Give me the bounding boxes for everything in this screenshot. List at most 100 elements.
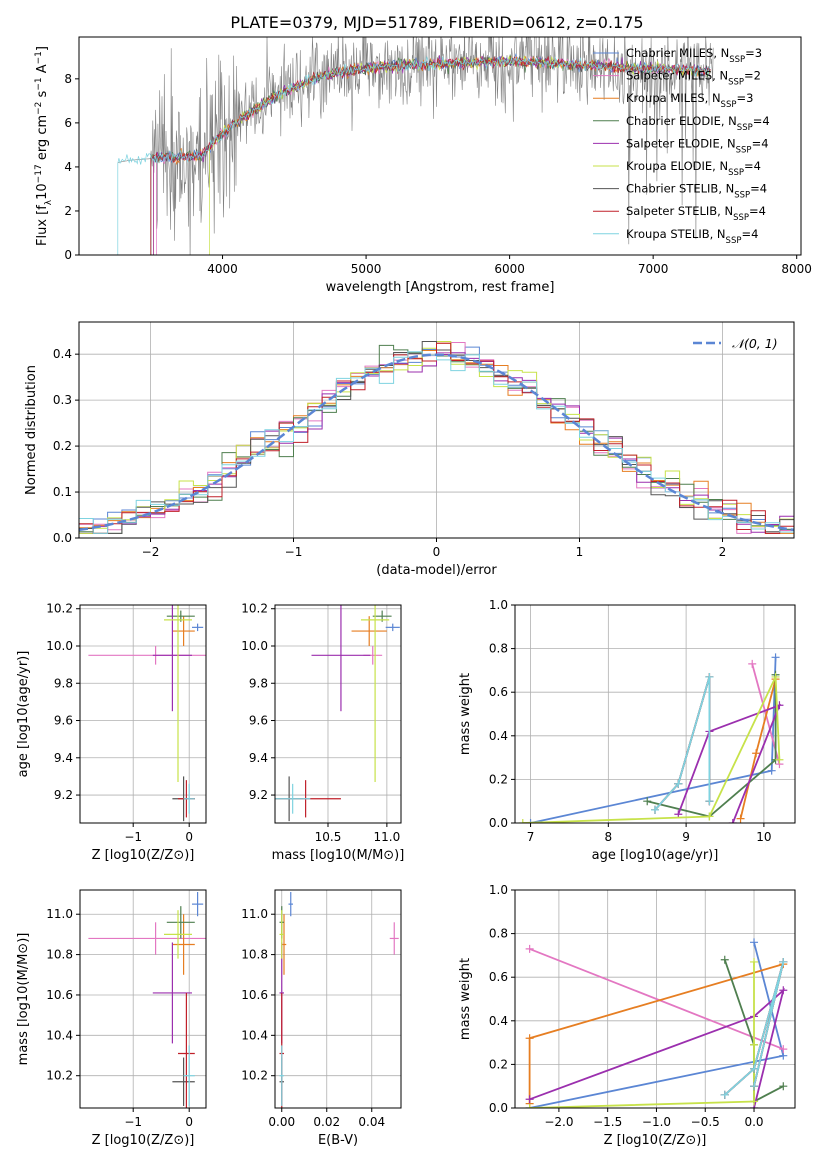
spectrum-legend-entry: Salpeter MILES, NSSP=2 bbox=[626, 69, 761, 88]
weight-vs-age-marker bbox=[518, 819, 527, 823]
mass-vs-Z-xtick-label: 0 bbox=[185, 1115, 193, 1129]
weight-vs-Z-ylabel: mass weight bbox=[458, 958, 473, 1040]
age-vs-mass-frame bbox=[274, 604, 402, 824]
weight-vs-age-ytick-label: 0.8 bbox=[489, 642, 508, 656]
weight-vs-age-marker bbox=[728, 819, 737, 823]
mass-vs-EBV-xlabel: E(B-V) bbox=[318, 1133, 358, 1148]
age-vs-Z-xlabel: Z [log10(Z/Z⊙)] bbox=[92, 848, 195, 863]
mass-vs-Z-xtick-label: −1 bbox=[124, 1115, 142, 1129]
weight-vs-Z-marker bbox=[525, 1095, 534, 1104]
weight-vs-Z-xtick-label: −1.5 bbox=[593, 1115, 622, 1129]
spectrum-frame bbox=[78, 36, 802, 256]
weight-vs-age-ytick-label: 0.2 bbox=[489, 772, 508, 786]
residual-legend-label: 𝒩(0, 1) bbox=[732, 336, 778, 351]
weight-vs-age-marker bbox=[705, 812, 714, 821]
age-vs-Z-ytick-label: 9.6 bbox=[54, 714, 73, 728]
residuals-ylabel: Normed distribution bbox=[24, 365, 39, 495]
spectrum-legend-entry: Kroupa STELIB, NSSP=4 bbox=[626, 227, 758, 246]
weight-vs-age-xtick-label: 7 bbox=[527, 830, 535, 844]
spectrum-xtick-label: 5000 bbox=[351, 262, 382, 276]
weight-vs-age-marker bbox=[526, 819, 535, 823]
weight-vs-Z-xtick-label: 0.0 bbox=[744, 1115, 763, 1129]
residual-histogram bbox=[79, 342, 794, 534]
mass-vs-EBV-xtick-label: 0.02 bbox=[313, 1115, 340, 1129]
weight-vs-Z-marker bbox=[750, 938, 759, 947]
legend-main: Salpeter MILES, N bbox=[626, 69, 728, 83]
spectrum-ytick-label: 2 bbox=[64, 204, 72, 218]
legend-main: Kroupa ELODIE, N bbox=[626, 159, 728, 173]
weight-vs-age-marker bbox=[674, 779, 683, 788]
spectrum-xtick-label: 4000 bbox=[207, 262, 238, 276]
weight-vs-age-xlabel: age [log10(age/yr)] bbox=[592, 848, 719, 863]
legend-sub: SSP bbox=[721, 100, 737, 110]
residuals-xtick-label: 0 bbox=[433, 545, 441, 559]
legend-sub: SSP bbox=[728, 168, 744, 178]
weight-vs-age-plot-area bbox=[518, 653, 784, 823]
legend-tail: =3 bbox=[736, 91, 753, 105]
mass-vs-Z-ytick-label: 11.0 bbox=[46, 907, 73, 921]
weight-vs-Z-marker bbox=[750, 1097, 759, 1106]
spectrum-xtick-label: 6000 bbox=[494, 262, 525, 276]
weight-vs-age-marker bbox=[752, 749, 761, 758]
legend-sub: SSP bbox=[737, 123, 753, 133]
spectrum-ytick-label: 0 bbox=[64, 248, 72, 262]
figure-title: PLATE=0379, MJD=51789, FIBERID=0612, z=0… bbox=[230, 13, 643, 32]
mass-vs-EBV-ytick-label: 10.4 bbox=[241, 1028, 268, 1042]
legend-main: Chabrier STELIB, N bbox=[626, 182, 734, 196]
spectrum-legend-entry: Chabrier ELODIE, NSSP=4 bbox=[626, 114, 770, 133]
mass-vs-EBV-ytick-label: 11.0 bbox=[241, 907, 268, 921]
age-vs-mass-chart: 10.5 11.0 9.2 9.4 9.6 9.8 10.0 10.2 mass [log10(… bbox=[241, 602, 404, 863]
age-vs-Z-ylabel: age [log10(age/yr)] bbox=[16, 651, 31, 778]
spectrum-xtick-label: 8000 bbox=[781, 262, 812, 276]
residuals-ytick-label: 0.3 bbox=[53, 393, 72, 407]
mass-vs-Z-chart: −1 0 10.2 10.4 10.6 10.8 11.0 Z [log10(Z/Z⊙)] ma… bbox=[16, 889, 207, 1148]
weight-vs-age-marker bbox=[771, 672, 780, 681]
spectrum-legend-entry: Chabrier STELIB, NSSP=4 bbox=[626, 182, 767, 201]
legend-tail: =4 bbox=[753, 114, 770, 128]
age-vs-Z-ytick-label: 10.2 bbox=[46, 602, 73, 616]
weight-vs-age-series-line bbox=[677, 703, 781, 823]
spectrum-plot-area bbox=[117, 37, 714, 255]
weight-vs-age-marker bbox=[775, 755, 784, 764]
spectrum-model-line bbox=[117, 55, 711, 255]
weight-vs-Z-marker bbox=[779, 1045, 788, 1054]
age-vs-Z-ytick-label: 9.8 bbox=[54, 676, 73, 690]
residuals-xtick-label: 1 bbox=[576, 545, 584, 559]
legend-tail: =3 bbox=[745, 46, 762, 60]
spectrum-ylabel-part: −17 bbox=[34, 164, 44, 183]
weight-vs-Z-frame bbox=[514, 889, 796, 1109]
weight-vs-Z-ytick-label: 0.4 bbox=[489, 1014, 508, 1028]
age-vs-mass-ytick-label: 9.2 bbox=[249, 788, 268, 802]
spectrum-ylabel-part: −1 bbox=[34, 51, 44, 64]
residuals-ytick-label: 0.1 bbox=[53, 485, 72, 499]
weight-vs-Z-series-line bbox=[529, 961, 755, 1108]
mass-vs-EBV-plot-area bbox=[279, 892, 399, 1108]
spectrum-legend-entry: Kroupa MILES, NSSP=3 bbox=[626, 91, 753, 110]
mass-vs-EBV-xtick-label: 0.00 bbox=[268, 1115, 295, 1129]
mass-vs-Z-ylabel: mass [log10(M/M⊙)] bbox=[16, 933, 31, 1066]
spectrum-legend-entry: Salpeter STELIB, NSSP=4 bbox=[626, 204, 766, 223]
weight-vs-age-marker bbox=[767, 766, 776, 775]
mass-vs-EBV-ytick-label: 10.2 bbox=[241, 1069, 268, 1083]
age-vs-mass-plot-area bbox=[275, 605, 400, 822]
legend-sub: SSP bbox=[733, 213, 749, 223]
residuals-chart: −2 −1 0 1 2 0.0 0.1 0.2 0.3 0.4 𝒩(0, 1) (data-model… bbox=[24, 321, 795, 578]
normal-curve bbox=[79, 353, 794, 532]
weight-vs-Z-marker bbox=[779, 1082, 788, 1091]
age-vs-Z-xtick-label: −1 bbox=[124, 830, 142, 844]
weight-vs-age-xtick-label: 8 bbox=[605, 830, 613, 844]
spectrum-legend-entry: Chabrier MILES, NSSP=3 bbox=[626, 46, 762, 65]
weight-vs-Z-ytick-label: 0.6 bbox=[489, 970, 508, 984]
spectrum-xtick-label: 7000 bbox=[638, 262, 669, 276]
weight-vs-Z-ytick-label: 1.0 bbox=[489, 883, 508, 897]
age-vs-Z-ytick-label: 9.2 bbox=[54, 788, 73, 802]
age-vs-Z-chart: −1 0 9.2 9.4 9.6 9.8 10.0 10.2 Z [log10(Z/Z⊙)] ag… bbox=[16, 602, 207, 863]
spectrum-ylabel-part: −1 bbox=[34, 77, 44, 90]
spectrum-legend-entry: Kroupa ELODIE, NSSP=4 bbox=[626, 159, 761, 178]
legend-sub: SSP bbox=[736, 145, 752, 155]
weight-vs-Z-ytick-label: 0.0 bbox=[489, 1101, 508, 1115]
spectrum-ylabel-part: ] bbox=[35, 46, 50, 51]
weight-vs-age-marker bbox=[705, 672, 714, 681]
age-vs-Z-ytick-label: 10.0 bbox=[46, 639, 73, 653]
